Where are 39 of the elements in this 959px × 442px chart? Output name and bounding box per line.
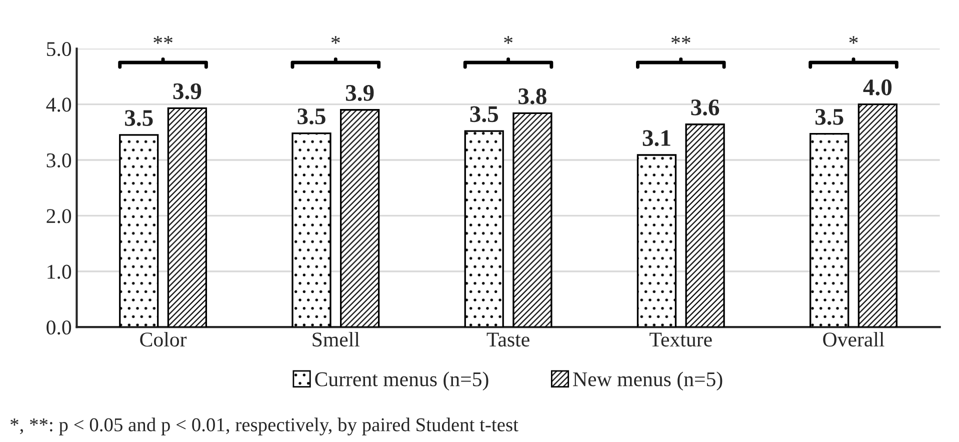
- x-tick-label: Taste: [486, 332, 530, 347]
- bar: [858, 103, 898, 328]
- bar: [292, 132, 332, 328]
- text: *: [504, 36, 512, 44]
- legend-label: New menus (n=5): [573, 372, 722, 391]
- data-label: 3.1: [642, 130, 670, 146]
- bar: [810, 132, 850, 328]
- text: **: [671, 36, 690, 44]
- bar: [119, 134, 159, 328]
- x-tick-label: Overall: [823, 332, 884, 347]
- bar: [512, 112, 552, 328]
- data-label: 3.5: [298, 108, 326, 124]
- text: *, **: p < 0.05 and p < 0.01, respectively, by paired Student t-test: [10, 418, 518, 436]
- x-tick-label: Color: [140, 332, 187, 347]
- x-tick-label: Texture: [650, 332, 712, 347]
- y-tick-label: 3.0: [46, 153, 72, 168]
- data-label: 3.9: [346, 85, 374, 102]
- bar: [340, 109, 380, 328]
- text: **: [154, 36, 172, 44]
- bar: [636, 154, 677, 328]
- y-tick-label: 2.0: [46, 209, 72, 224]
- y-tick-label: 4.0: [46, 98, 72, 112]
- text: *: [331, 36, 340, 44]
- data-label: 3.5: [470, 106, 498, 122]
- bar: [464, 130, 504, 328]
- bar: [685, 124, 725, 328]
- bar: [167, 107, 208, 328]
- data-label: 3.5: [815, 109, 844, 125]
- data-label: 3.8: [518, 88, 546, 104]
- y-tick-label: 0.0: [46, 320, 72, 335]
- text: *: [849, 36, 858, 44]
- data-label: 4.0: [863, 79, 892, 96]
- data-label: 3.6: [691, 100, 720, 116]
- legend-label: Current menus (n=5): [315, 372, 488, 391]
- x-tick-label: Smell: [312, 332, 360, 347]
- y-tick-label: 1.0: [48, 264, 72, 279]
- data-label: 3.5: [124, 110, 153, 126]
- y-tick-label: 5.0: [47, 42, 72, 56]
- data-label: 3.9: [173, 83, 202, 100]
